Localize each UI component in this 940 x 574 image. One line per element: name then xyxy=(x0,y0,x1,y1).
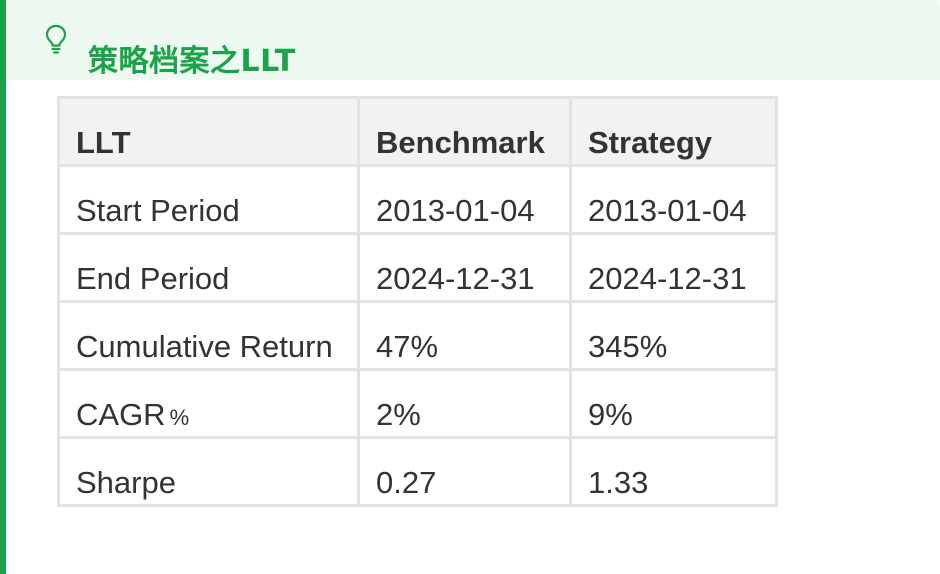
metric-cell: Sharpe xyxy=(57,436,360,507)
table-header-row: LLT Benchmark Strategy xyxy=(57,96,778,167)
benchmark-cell: 2013-01-04 xyxy=(357,164,572,235)
table-row: Cumulative Return 47% 345% xyxy=(57,300,778,371)
header-llt: LLT xyxy=(57,96,360,167)
metric-cell: Start Period xyxy=(57,164,360,235)
benchmark-cell: 0.27 xyxy=(357,436,572,507)
table-row: CAGR% 2% 9% xyxy=(57,368,778,439)
benchmark-cell: 47% xyxy=(357,300,572,371)
strategy-cell: 345% xyxy=(569,300,778,371)
header-strategy: Strategy xyxy=(569,96,778,167)
benchmark-cell: 2024-12-31 xyxy=(357,232,572,303)
callout-title: 策略档案之LLT xyxy=(88,44,296,79)
metrics-table: LLT Benchmark Strategy Start Period 2013… xyxy=(57,96,778,507)
header-benchmark: Benchmark xyxy=(357,96,572,167)
table-row: Sharpe 0.27 1.33 xyxy=(57,436,778,507)
benchmark-cell: 2% xyxy=(357,368,572,439)
metric-cell: End Period xyxy=(57,232,360,303)
strategy-cell: 9% xyxy=(569,368,778,439)
table-row: End Period 2024-12-31 2024-12-31 xyxy=(57,232,778,303)
strategy-cell: 2013-01-04 xyxy=(569,164,778,235)
metric-label: CAGR xyxy=(76,397,166,432)
strategy-cell: 2024-12-31 xyxy=(569,232,778,303)
lightbulb-icon xyxy=(44,24,68,60)
table-row: Start Period 2013-01-04 2013-01-04 xyxy=(57,164,778,235)
metric-cell: CAGR% xyxy=(57,368,360,439)
callout-header: 策略档案之LLT xyxy=(6,0,940,80)
metric-suffix: % xyxy=(169,405,190,430)
strategy-cell: 1.33 xyxy=(569,436,778,507)
metric-cell: Cumulative Return xyxy=(57,300,360,371)
